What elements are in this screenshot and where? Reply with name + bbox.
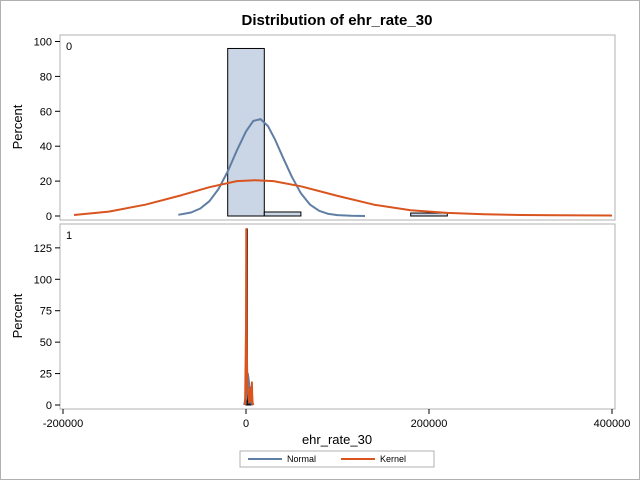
x-axis-label: ehr_rate_30 xyxy=(302,432,372,447)
panel-1-y-tick-label-0: 0 xyxy=(46,400,52,412)
panel-0-y-tick-label-0: 0 xyxy=(46,211,52,223)
panel-0: Percent 0 0 20 40 60 80 100 xyxy=(10,34,616,223)
x-tick-label-3: 400000 xyxy=(594,418,631,430)
x-tick-label-1: 0 xyxy=(243,418,249,430)
chart-title: Distribution of ehr_rate_30 xyxy=(242,12,433,29)
panel-0-label: 0 xyxy=(66,41,72,53)
panel-1-y-tick-label-4: 100 xyxy=(34,274,52,286)
x-tick-label-2: 200000 xyxy=(411,418,448,430)
legend-box xyxy=(239,450,435,468)
panel-0-y-tick-label-4: 80 xyxy=(40,71,52,83)
panel-0-y-tick-label-2: 40 xyxy=(40,141,52,153)
panel-0-frame xyxy=(59,34,616,221)
panel-1-y-axis-label: Percent xyxy=(10,293,25,338)
x-tick-label-0: -200000 xyxy=(43,418,83,430)
panel-0-y-tick-label-3: 60 xyxy=(40,106,52,118)
panel-1-y-tick-label-5: 125 xyxy=(34,243,52,255)
panel-1: Percent 1 0 25 50 75 100 125 xyxy=(10,223,616,412)
panel-1-y-tick-label-2: 50 xyxy=(40,337,52,349)
x-axis: -200000 0 200000 400000 xyxy=(43,409,631,430)
legend: Normal Kernel xyxy=(239,450,435,468)
panel-1-y-tick-label-1: 25 xyxy=(40,369,52,381)
panel-0-bar-2 xyxy=(410,212,448,217)
panel-1-y-tick-label-3: 75 xyxy=(40,306,52,318)
panel-0-normal-curve xyxy=(178,118,366,217)
panel-0-kernel-curve xyxy=(73,179,613,217)
panel-1-kernel-curve xyxy=(244,228,255,406)
legend-kernel-label: Kernel xyxy=(380,454,406,464)
panel-0-y-tick-label-5: 100 xyxy=(34,36,52,48)
legend-normal-label: Normal xyxy=(287,454,316,464)
panel-1-frame xyxy=(59,223,616,410)
panel-0-y-tick-label-1: 20 xyxy=(40,176,52,188)
panel-1-label: 1 xyxy=(66,230,72,242)
panel-0-y-axis-label: Percent xyxy=(10,104,25,149)
panel-0-bar-1 xyxy=(263,211,302,217)
